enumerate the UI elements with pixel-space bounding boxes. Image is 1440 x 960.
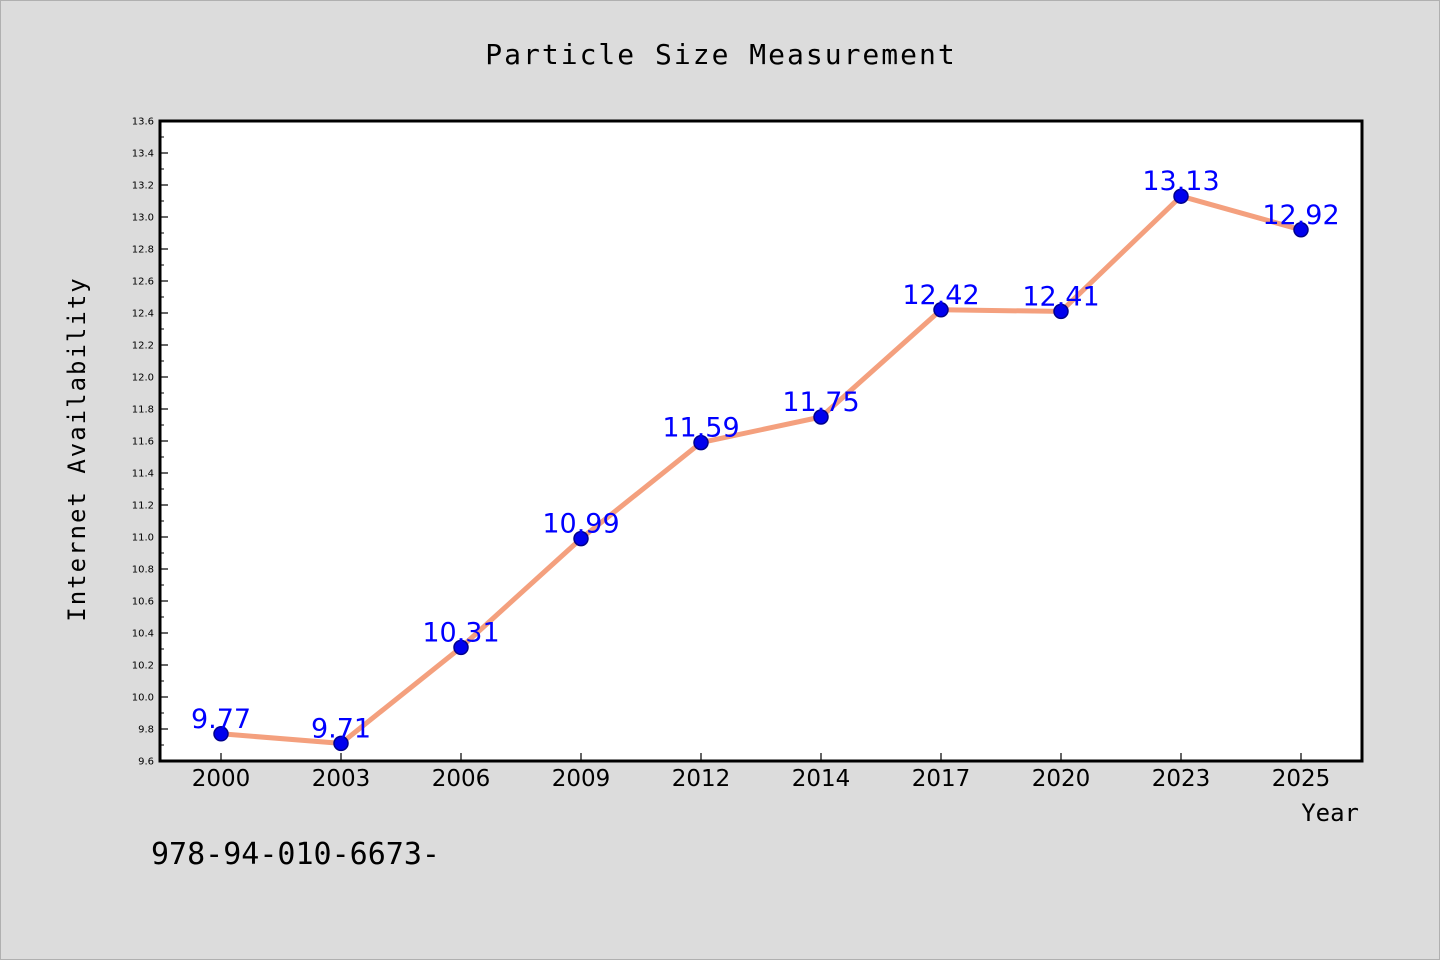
y-tick-label: 13.2 bbox=[132, 181, 154, 192]
y-axis: 9.6 9.8 10.0 10.2 10.4 10.6 10.8 11.0 11.2 11.4 11… bbox=[132, 117, 168, 768]
data-label: 9.77 bbox=[191, 704, 251, 735]
data-point bbox=[693, 434, 709, 451]
data-point bbox=[1173, 188, 1189, 204]
x-tick-label: 2017 bbox=[912, 766, 971, 792]
y-tick-label: 13.4 bbox=[132, 149, 154, 160]
series-layer bbox=[213, 188, 1309, 752]
x-tick-label: 2009 bbox=[552, 766, 611, 792]
y-axis-label: Internet Availability bbox=[63, 276, 91, 621]
data-point bbox=[813, 409, 829, 425]
plot-area bbox=[158, 119, 1364, 763]
y-tick-label: 10.6 bbox=[132, 597, 154, 608]
y-tick-label: 10.8 bbox=[132, 565, 154, 576]
data-point bbox=[573, 530, 589, 547]
data-point bbox=[213, 726, 229, 742]
y-tick-label: 9.6 bbox=[138, 757, 154, 768]
data-point bbox=[1053, 303, 1069, 320]
y-tick-label: 12.6 bbox=[132, 277, 154, 288]
data-label: 11.59 bbox=[662, 413, 739, 444]
data-point bbox=[333, 735, 349, 752]
y-tick-label: 10.0 bbox=[132, 693, 154, 704]
y-tick-label: 11.8 bbox=[132, 405, 154, 416]
chart-title: Particle Size Measurement bbox=[485, 38, 956, 71]
footnote-code: 978-94-010-6673- bbox=[151, 837, 440, 872]
y-tick-label: 9.8 bbox=[138, 725, 154, 736]
x-axis: 2000 2003 2006 2009 2012 2014 2017 2020 2023 2025 bbox=[192, 753, 1331, 792]
x-tick-label: 2012 bbox=[672, 766, 731, 792]
x-tick-label: 2000 bbox=[192, 766, 251, 792]
y-tick-label: 13.0 bbox=[132, 213, 154, 224]
data-point bbox=[453, 639, 469, 656]
y-tick-label: 10.4 bbox=[132, 629, 154, 640]
data-label: 11.75 bbox=[782, 387, 859, 418]
x-tick-label: 2020 bbox=[1032, 766, 1091, 792]
x-tick-label: 2003 bbox=[312, 766, 371, 792]
x-tick-label: 2023 bbox=[1152, 766, 1211, 792]
data-label: 12.92 bbox=[1262, 200, 1339, 231]
data-label: 12.41 bbox=[1022, 281, 1099, 312]
data-point bbox=[933, 302, 949, 318]
data-label-layer: 9.77 9.71 10.31 10.99 11.59 11.75 12.42 12.41 13… bbox=[191, 166, 1340, 744]
data-point bbox=[1293, 222, 1309, 238]
data-label: 13.13 bbox=[1142, 166, 1219, 197]
y-tick-label: 11.0 bbox=[132, 533, 154, 544]
y-tick-label: 11.2 bbox=[132, 501, 154, 512]
x-tick-label: 2025 bbox=[1272, 766, 1331, 792]
x-axis-label: Year bbox=[1301, 799, 1359, 827]
data-label: 9.71 bbox=[311, 713, 371, 744]
x-tick-label: 2014 bbox=[792, 766, 851, 792]
y-tick-label: 12.8 bbox=[132, 245, 154, 256]
data-label: 10.99 bbox=[542, 509, 619, 540]
y-tick-label: 12.0 bbox=[132, 373, 154, 384]
data-label: 12.42 bbox=[902, 280, 979, 311]
series-line bbox=[218, 193, 1304, 746]
y-tick-label: 12.2 bbox=[132, 341, 154, 352]
y-tick-label: 11.4 bbox=[132, 469, 154, 480]
y-tick-label: 11.6 bbox=[132, 437, 154, 448]
y-tick-label: 13.6 bbox=[132, 117, 154, 128]
data-label: 10.31 bbox=[422, 617, 499, 648]
x-tick-label: 2006 bbox=[432, 766, 491, 792]
y-tick-label: 12.4 bbox=[132, 309, 154, 320]
y-tick-label: 10.2 bbox=[132, 661, 154, 672]
